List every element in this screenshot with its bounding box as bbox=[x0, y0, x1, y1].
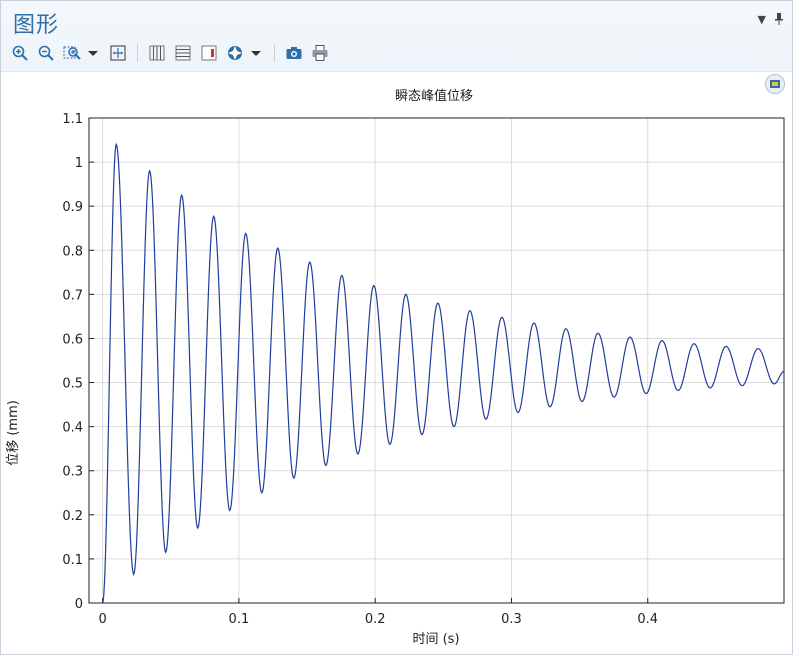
camera-icon[interactable] bbox=[283, 42, 305, 64]
chart-svg: 瞬态峰值位移 00.10.20.30.40.50.60.70.80.911.10… bbox=[6, 88, 785, 647]
y-tick-label: 0.6 bbox=[62, 332, 83, 347]
print-icon[interactable] bbox=[309, 42, 331, 64]
plot-toolbar bbox=[9, 41, 335, 65]
chevron-down-icon[interactable]: ▼ bbox=[757, 13, 766, 26]
x-axis-label: 时间 (s) bbox=[412, 632, 459, 647]
x-grid-icon[interactable] bbox=[146, 42, 168, 64]
color-wheel-icon[interactable] bbox=[224, 42, 246, 64]
tick-layer: 0 0.1 0.2 0.3 0.4 0.5 0.6 0.7 0.8 0.9 1 1.1 0 0.1 0.2 0… bbox=[62, 112, 658, 627]
toolbar-separator bbox=[137, 44, 138, 62]
x-tick-label: 0.1 bbox=[229, 612, 250, 627]
series-line bbox=[102, 142, 784, 603]
y-axis-label: 位移 (mm) bbox=[6, 400, 21, 466]
x-tick-label: 0 bbox=[98, 612, 106, 627]
zoom-out-icon[interactable] bbox=[35, 42, 57, 64]
y-tick-label: 1 bbox=[75, 156, 83, 171]
dropdown-arrow-icon[interactable] bbox=[250, 42, 262, 64]
y-tick-label: 0.7 bbox=[62, 288, 83, 303]
grid-layer bbox=[89, 117, 784, 604]
x-tick-label: 0.2 bbox=[365, 612, 386, 627]
y-tick-label: 1.1 bbox=[62, 112, 83, 127]
zoom-in-icon[interactable] bbox=[9, 42, 31, 64]
window-title: 图形 bbox=[13, 13, 60, 38]
zoom-box-icon[interactable] bbox=[61, 42, 83, 64]
chart-title: 瞬态峰值位移 bbox=[395, 88, 473, 104]
y-tick-label: 0.4 bbox=[62, 421, 83, 436]
toolbar-separator bbox=[274, 44, 275, 62]
y-tick-label: 0 bbox=[75, 597, 83, 612]
y-tick-label: 0.2 bbox=[62, 509, 83, 524]
y-tick-label: 0.5 bbox=[62, 377, 83, 392]
x-tick-label: 0.3 bbox=[501, 612, 522, 627]
plot-area-border bbox=[88, 117, 785, 604]
y-tick-label: 0.3 bbox=[62, 465, 83, 480]
zoom-extents-icon[interactable] bbox=[107, 42, 129, 64]
legend-icon[interactable] bbox=[198, 42, 220, 64]
y-grid-icon[interactable] bbox=[172, 42, 194, 64]
y-tick-label: 0.8 bbox=[62, 244, 83, 259]
series-layer bbox=[102, 142, 784, 603]
x-tick-label: 0.4 bbox=[637, 612, 658, 627]
window-header: 图形 ▼ bbox=[1, 1, 792, 72]
plot-settings-icon[interactable] bbox=[765, 74, 785, 94]
y-tick-label: 0.1 bbox=[62, 553, 83, 568]
window-controls: ▼ bbox=[758, 13, 784, 28]
dropdown-arrow-icon[interactable] bbox=[87, 42, 99, 64]
pin-icon[interactable] bbox=[774, 13, 784, 28]
y-tick-label: 0.9 bbox=[62, 200, 83, 215]
